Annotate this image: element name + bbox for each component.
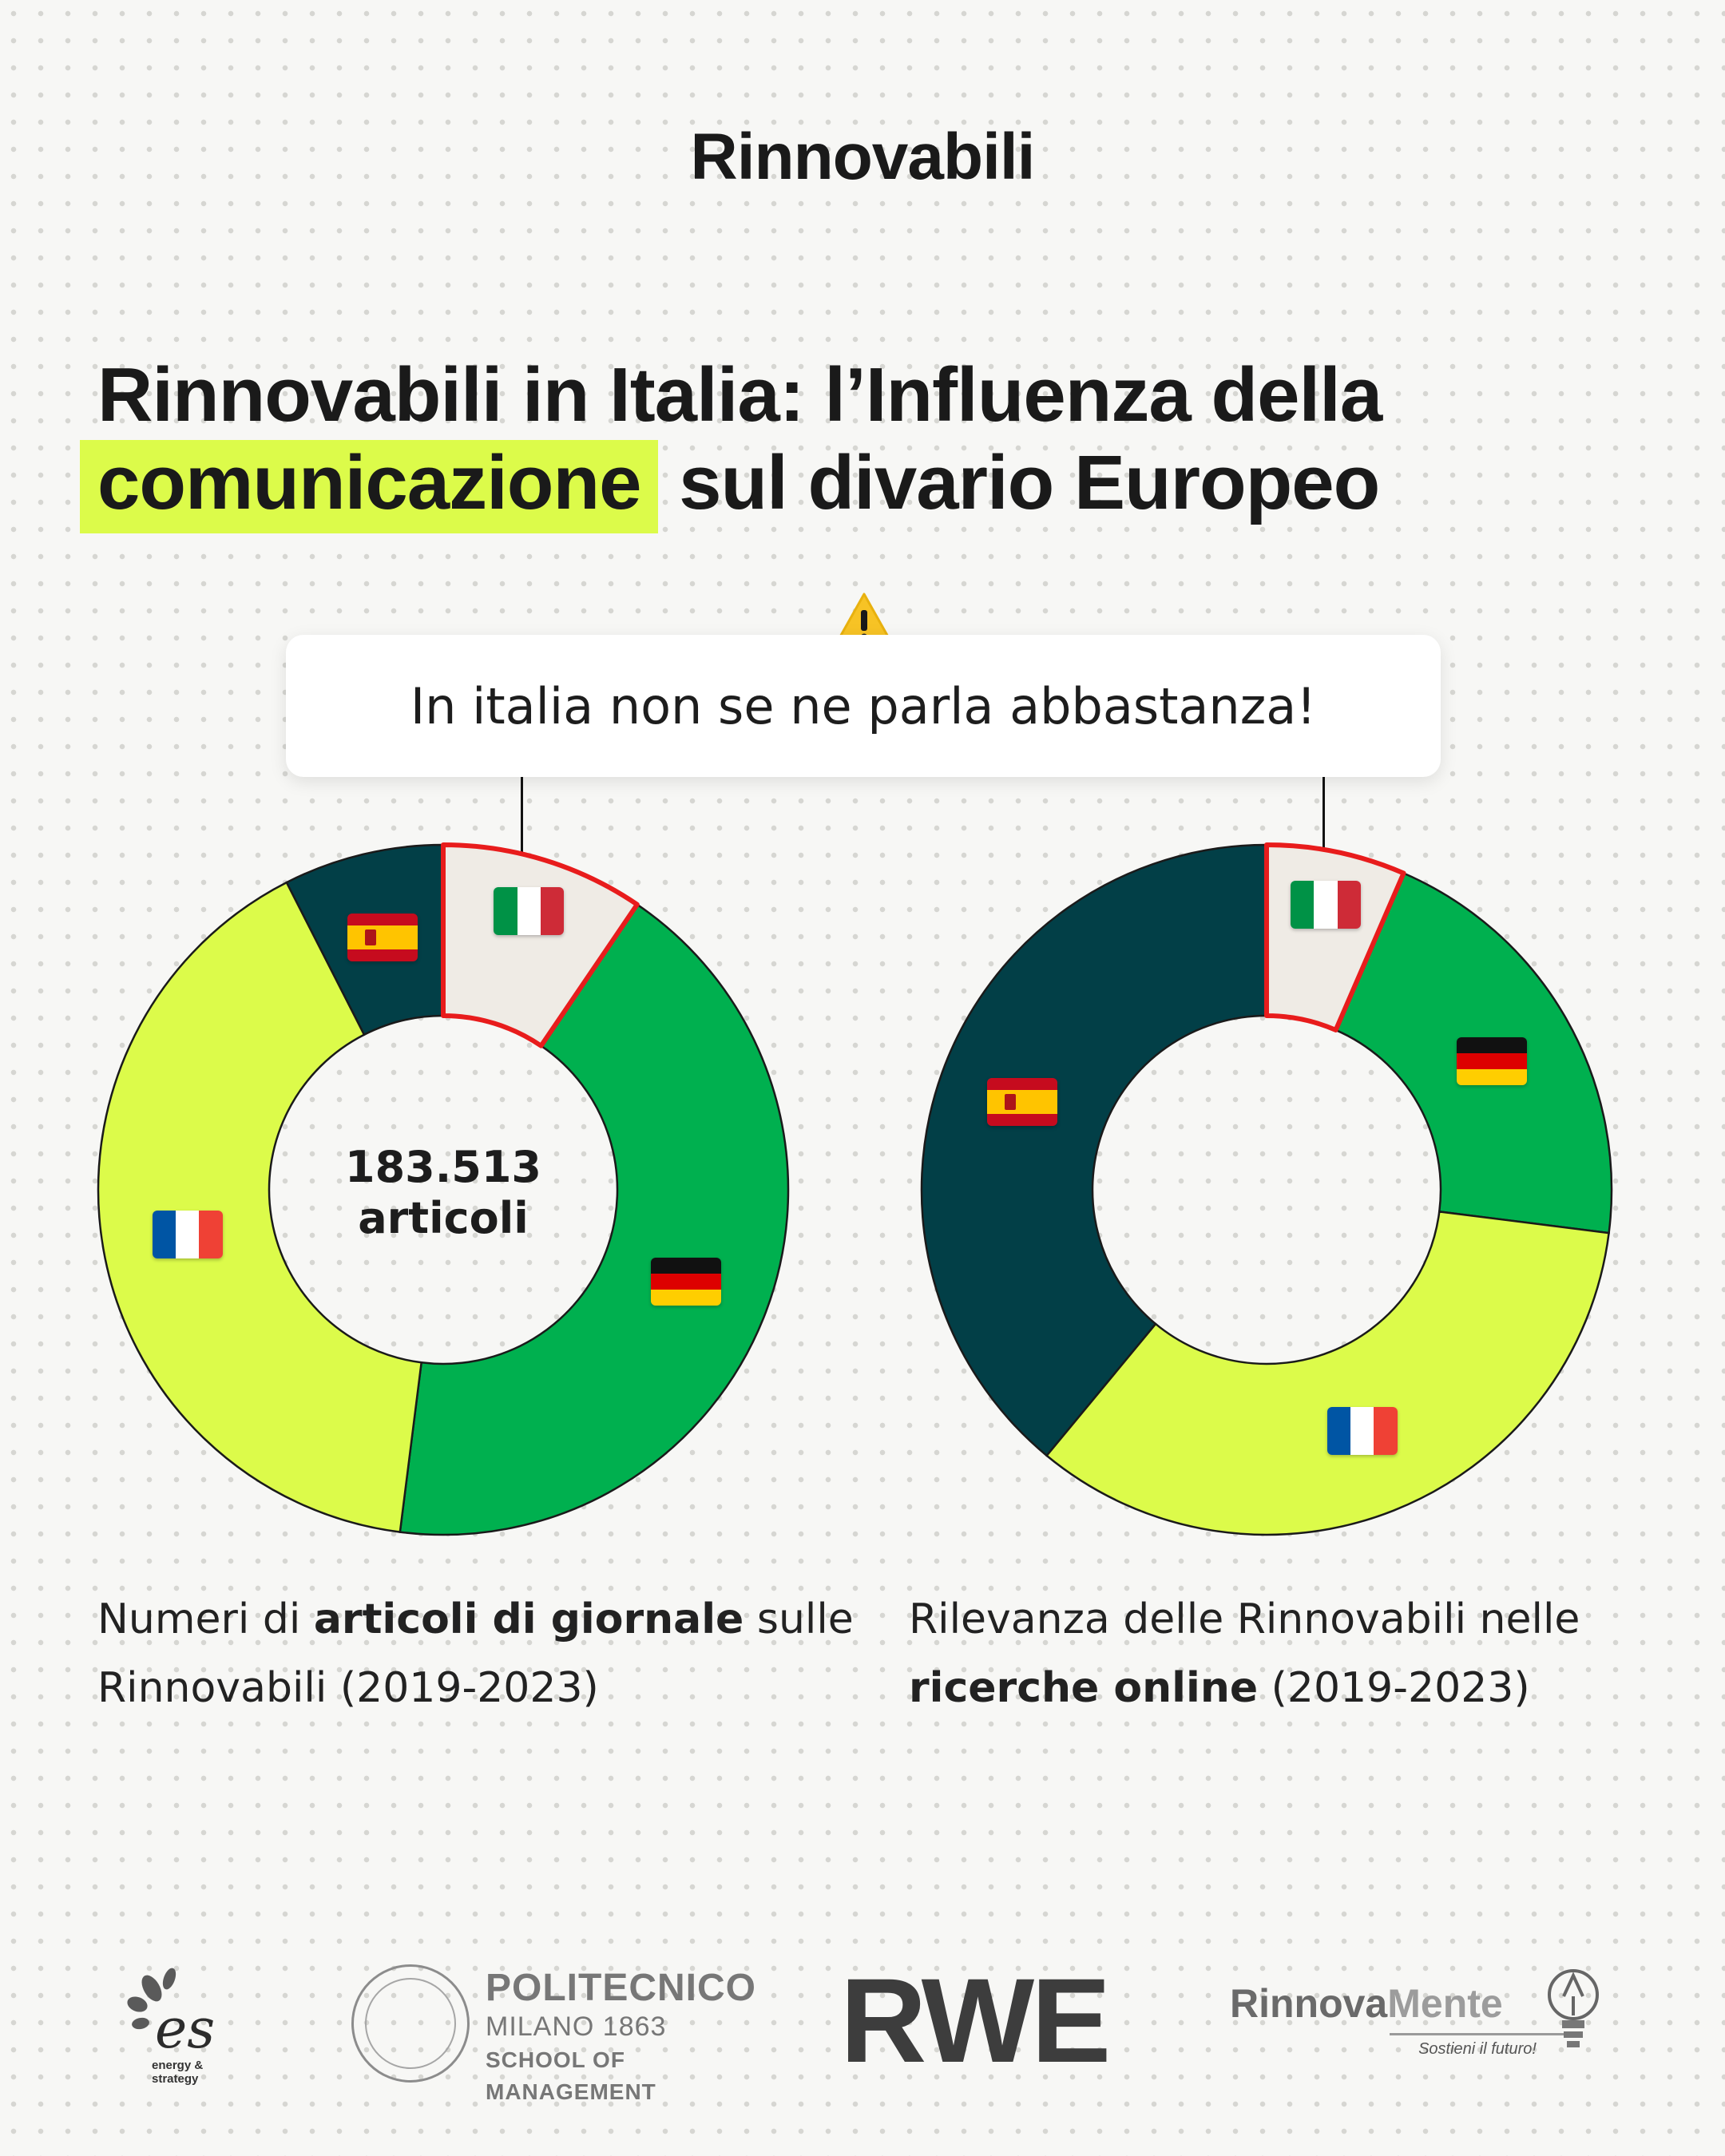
caption-left-prefix: Numeri di <box>97 1595 314 1643</box>
energy-strategy-logo: es energy & strategy <box>120 1964 248 2086</box>
poli-line-3: SCHOOL OF MANAGEMENT <box>486 2047 656 2104</box>
title-line-2-rest: sul divario Europeo <box>658 440 1380 525</box>
caption-right-prefix: Rilevanza delle Rinnovabili nelle <box>909 1595 1580 1643</box>
politecnico-seal-icon <box>351 1964 470 2083</box>
title-line-1: Rinnovabili in Italia: l’Influenza della <box>97 352 1382 438</box>
rm-wordmark: RinnovaMente <box>1230 1980 1613 2027</box>
center-value: 183.513 <box>345 1142 541 1192</box>
rm-word-a: Rinnova <box>1230 1981 1388 2026</box>
connector-line-left <box>521 777 523 871</box>
searches-donut-chart <box>920 842 1613 1536</box>
page-title: Rinnovabili in Italia: l’Influenza della… <box>80 351 1663 533</box>
es-text: es <box>155 1998 216 2061</box>
italy-slice-outline <box>441 842 640 1048</box>
callout-box: In italia non se ne parla abbastanza! <box>286 635 1441 777</box>
italy-flag-icon <box>494 887 565 936</box>
caption-left-bold: articoli di giornale <box>313 1595 744 1643</box>
donut-slice-francia <box>1045 1210 1610 1536</box>
poli-line-2: MILANO 1863 <box>486 2011 667 2042</box>
germany-flag-icon <box>1457 1036 1528 1085</box>
title-highlight: comunicazione <box>80 440 659 533</box>
callout-text: In italia non se ne parla abbastanza! <box>410 676 1317 735</box>
es-swirl-icon <box>127 1968 176 2030</box>
rm-tagline: Sostieni il futuro! <box>1390 2033 1565 2059</box>
lightbulb-icon <box>1548 1969 1599 2047</box>
sponsor-logos: es energy & strategy POLITECNICO MILANO … <box>0 1948 1725 2104</box>
spain-flag-icon <box>987 1077 1058 1126</box>
connector-line-right <box>1322 777 1325 871</box>
italy-flag-icon <box>1291 880 1361 929</box>
donut-slice-francia <box>97 881 423 1533</box>
italy-slice-outline <box>1264 842 1406 1032</box>
caption-right: Rilevanza delle Rinnovabili nelle ricerc… <box>909 1585 1675 1722</box>
rm-word-b: Mente <box>1387 1981 1503 2026</box>
caption-right-bold: ricerche online <box>909 1664 1259 1712</box>
center-unit: articoli <box>358 1193 529 1243</box>
caption-right-suffix: (2019-2023) <box>1258 1664 1530 1712</box>
rwe-logo: RWE <box>840 1953 1111 2087</box>
spain-flag-icon <box>347 913 418 961</box>
poli-line-1: POLITECNICO <box>486 1967 757 2009</box>
rinnovamente-logo: RinnovaMente Sostieni il futuro! <box>1230 1969 1613 2084</box>
caption-left-suffix: sulle Rinnovabili (2019-2023) <box>97 1595 854 1712</box>
donut-slice-spagna <box>920 843 1268 1457</box>
germany-flag-icon <box>651 1257 722 1306</box>
france-flag-icon <box>152 1210 223 1258</box>
title-line-2: comunicazione sul divario Europeo <box>80 439 1663 533</box>
es-subtext: energy & strategy <box>152 2059 204 2086</box>
france-flag-icon <box>1326 1407 1398 1456</box>
caption-left: Numeri di articoli di giornale sulle Rin… <box>97 1585 864 1722</box>
donut-slice-germania <box>399 902 790 1536</box>
brand-logo: Rinnovabili <box>690 121 1036 193</box>
politecnico-logo: POLITECNICO MILANO 1863 SCHOOL OF MANAGE… <box>351 1964 767 2104</box>
chart-center-label: 183.513 articoli <box>284 1142 603 1244</box>
